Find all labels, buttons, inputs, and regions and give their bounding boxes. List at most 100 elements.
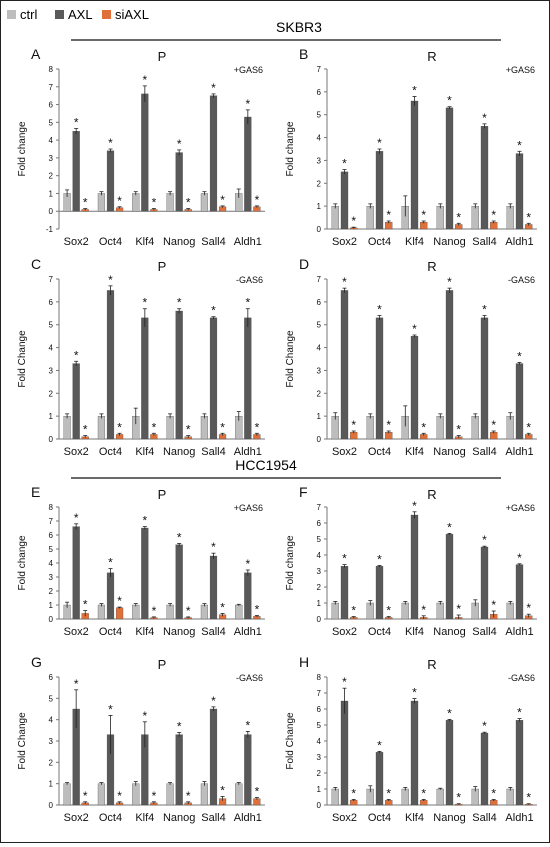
x-tick-label: Sall4 xyxy=(201,812,225,824)
x-tick-label: Sall4 xyxy=(201,626,225,638)
bar-ctrl xyxy=(331,602,339,620)
bar-ctrl xyxy=(436,602,444,620)
significance-star: * xyxy=(152,604,157,618)
significance-star: * xyxy=(377,738,382,752)
significance-star: * xyxy=(526,791,531,805)
bar-AXL xyxy=(244,317,252,440)
significance-star: * xyxy=(526,210,531,224)
panel-letter: C xyxy=(31,256,41,272)
x-tick-label: Nanog xyxy=(163,812,195,824)
significance-star: * xyxy=(74,116,79,130)
bar-ctrl xyxy=(401,788,409,806)
bar-AXL xyxy=(340,290,349,440)
y-tick-label: 7 xyxy=(317,689,322,698)
y-tick-label: 0 xyxy=(49,801,54,810)
y-tick-label: 6 xyxy=(317,88,322,97)
x-tick-label: Aldh1 xyxy=(234,236,262,248)
bar-AXL xyxy=(340,171,349,230)
bar-ctrl xyxy=(200,604,209,620)
bar-AXL xyxy=(445,720,454,806)
bar-AXL xyxy=(175,152,183,212)
bar-ctrl xyxy=(331,788,339,806)
panel-letter: B xyxy=(299,46,308,62)
significance-star: * xyxy=(351,604,356,618)
y-tick-label: 1 xyxy=(49,780,54,789)
significance-star: * xyxy=(74,348,79,362)
significance-star: * xyxy=(386,604,391,618)
significance-star: * xyxy=(108,273,113,287)
treatment-note: -GAS6 xyxy=(236,673,263,683)
bar-AXL xyxy=(445,290,454,440)
y-tick-label: 8 xyxy=(49,65,54,74)
bar-AXL xyxy=(106,290,115,440)
x-tick-label: Sox2 xyxy=(64,626,89,638)
y-tick-label: 2 xyxy=(49,587,54,596)
x-tick-label: Sox2 xyxy=(332,626,357,638)
x-tick-label: Klf4 xyxy=(135,626,154,638)
bar-ctrl xyxy=(63,415,71,440)
y-tick-label: 0 xyxy=(317,435,322,444)
significance-star: * xyxy=(447,520,452,534)
panel-C: C P -GAS6 Fold Change 0 1 2 3 4 5 6 7 Sox2 * * Oct4 * * Kl… xyxy=(17,256,265,458)
x-tick-label: Nanog xyxy=(163,626,195,638)
bar-ctrl xyxy=(132,783,140,806)
panel-letter: F xyxy=(299,484,308,500)
significance-star: * xyxy=(74,511,79,525)
y-tick-label: 1 xyxy=(49,189,54,198)
bar-ctrl xyxy=(97,193,106,212)
panel-B: B R +GAS6 Fold change 0 1 2 3 4 5 6 7 Sox2 * * Oct4 * * Kl… xyxy=(285,46,537,248)
significance-star: * xyxy=(83,789,88,803)
bar-ctrl xyxy=(200,193,209,212)
bar-AXL xyxy=(445,534,454,620)
significance-star: * xyxy=(517,349,522,363)
bar-AXL xyxy=(375,151,384,230)
y-tick-label: 2 xyxy=(317,179,322,188)
y-tick-label: 7 xyxy=(49,517,54,526)
x-tick-label: Nanog xyxy=(433,626,465,638)
significance-star: * xyxy=(255,420,260,434)
significance-star: * xyxy=(421,420,426,434)
y-tick-label: 8 xyxy=(317,673,322,682)
bar-AXL xyxy=(515,153,524,230)
significance-star: * xyxy=(117,420,122,434)
legend-label-axl: AXL xyxy=(68,7,93,22)
significance-star: * xyxy=(255,603,260,617)
bar-ctrl xyxy=(235,783,243,806)
y-tick-label: 3 xyxy=(317,753,322,762)
significance-star: * xyxy=(142,296,147,310)
significance-star: * xyxy=(220,420,225,434)
y-tick-label: 0 xyxy=(317,801,322,810)
legend-swatch-siaxl xyxy=(102,10,111,19)
significance-star: * xyxy=(412,83,417,97)
panel-F: F R +GAS6 Fold change 0 1 2 3 4 5 6 7 Sox2 * * Oct4 * * Kl… xyxy=(285,484,537,638)
bar-ctrl xyxy=(366,415,374,440)
bar-AXL xyxy=(340,566,349,620)
x-tick-label: Aldh1 xyxy=(234,812,262,824)
significance-star: * xyxy=(152,789,157,803)
bar-ctrl xyxy=(166,193,174,212)
y-tick-label: 7 xyxy=(317,503,322,512)
significance-star: * xyxy=(412,499,417,513)
significance-star: * xyxy=(517,551,522,565)
bar-ctrl xyxy=(97,604,106,620)
y-tick-label: 1 xyxy=(317,599,322,608)
significance-star: * xyxy=(211,540,216,554)
y-tick-label: 2 xyxy=(49,172,54,181)
bar-AXL xyxy=(445,107,454,230)
significance-star: * xyxy=(351,214,356,228)
y-tick-label: 4 xyxy=(49,136,54,145)
y-tick-label: 1 xyxy=(317,412,322,421)
y-tick-label: 5 xyxy=(49,321,54,330)
significance-star: * xyxy=(117,789,122,803)
significance-star: * xyxy=(220,600,225,614)
y-tick-label: 3 xyxy=(317,567,322,576)
significance-star: * xyxy=(421,603,426,617)
bar-AXL xyxy=(72,363,80,440)
legend-swatch-ctrl xyxy=(7,10,16,19)
y-tick-label: 7 xyxy=(317,65,322,74)
treatment-note: -GAS6 xyxy=(508,275,535,285)
x-tick-label: Klf4 xyxy=(405,626,424,638)
x-tick-label: Nanog xyxy=(433,812,465,824)
bar-AXL xyxy=(375,317,384,440)
